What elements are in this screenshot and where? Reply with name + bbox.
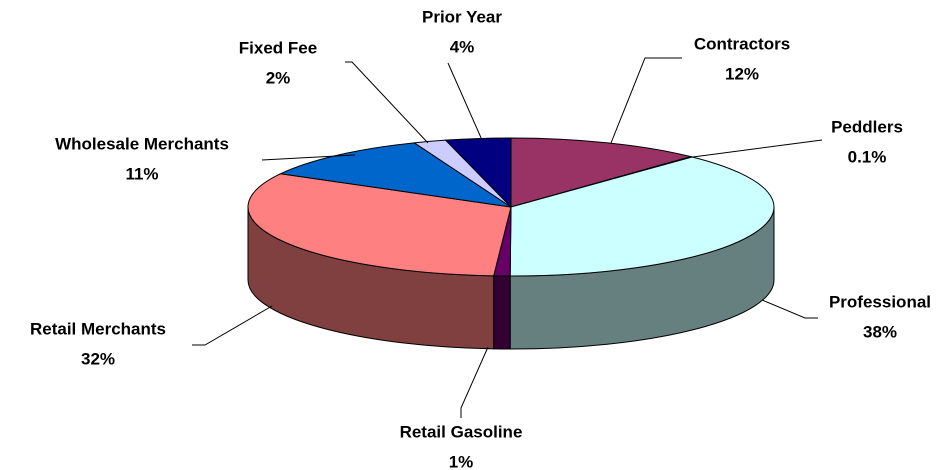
slice (278, 142, 512, 208)
slice (444, 137, 512, 209)
value-label: 11% (125, 164, 158, 183)
slice-label: Retail Gasoline (400, 422, 523, 441)
slice-label: Professional (829, 292, 931, 311)
value-label: 38% (863, 322, 897, 341)
value-label: 4% (450, 37, 475, 56)
slice-side (493, 275, 511, 350)
value-label: 32% (81, 349, 115, 368)
leader-line (192, 305, 273, 346)
slice (247, 173, 512, 277)
leader-line (610, 57, 682, 144)
leader-line (447, 62, 483, 141)
slice-label: Peddlers (831, 117, 903, 136)
leader-line (261, 154, 356, 161)
slice-label: Fixed Fee (239, 38, 317, 57)
value-label: 2% (266, 68, 291, 87)
value-label: 12% (725, 64, 759, 83)
leader-line (460, 346, 489, 418)
slice-label: Retail Merchants (30, 319, 166, 338)
leader-line (692, 139, 823, 158)
leader-line (345, 61, 429, 144)
slice (510, 137, 693, 208)
slice-label: Prior Year (422, 7, 502, 26)
value-label: 1% (449, 452, 474, 470)
slice-label: Contractors (694, 34, 790, 53)
value-label: 0.1% (848, 147, 887, 166)
slice-label: Wholesale Merchants (55, 134, 229, 153)
slice (509, 156, 775, 277)
leader-line (761, 299, 818, 319)
